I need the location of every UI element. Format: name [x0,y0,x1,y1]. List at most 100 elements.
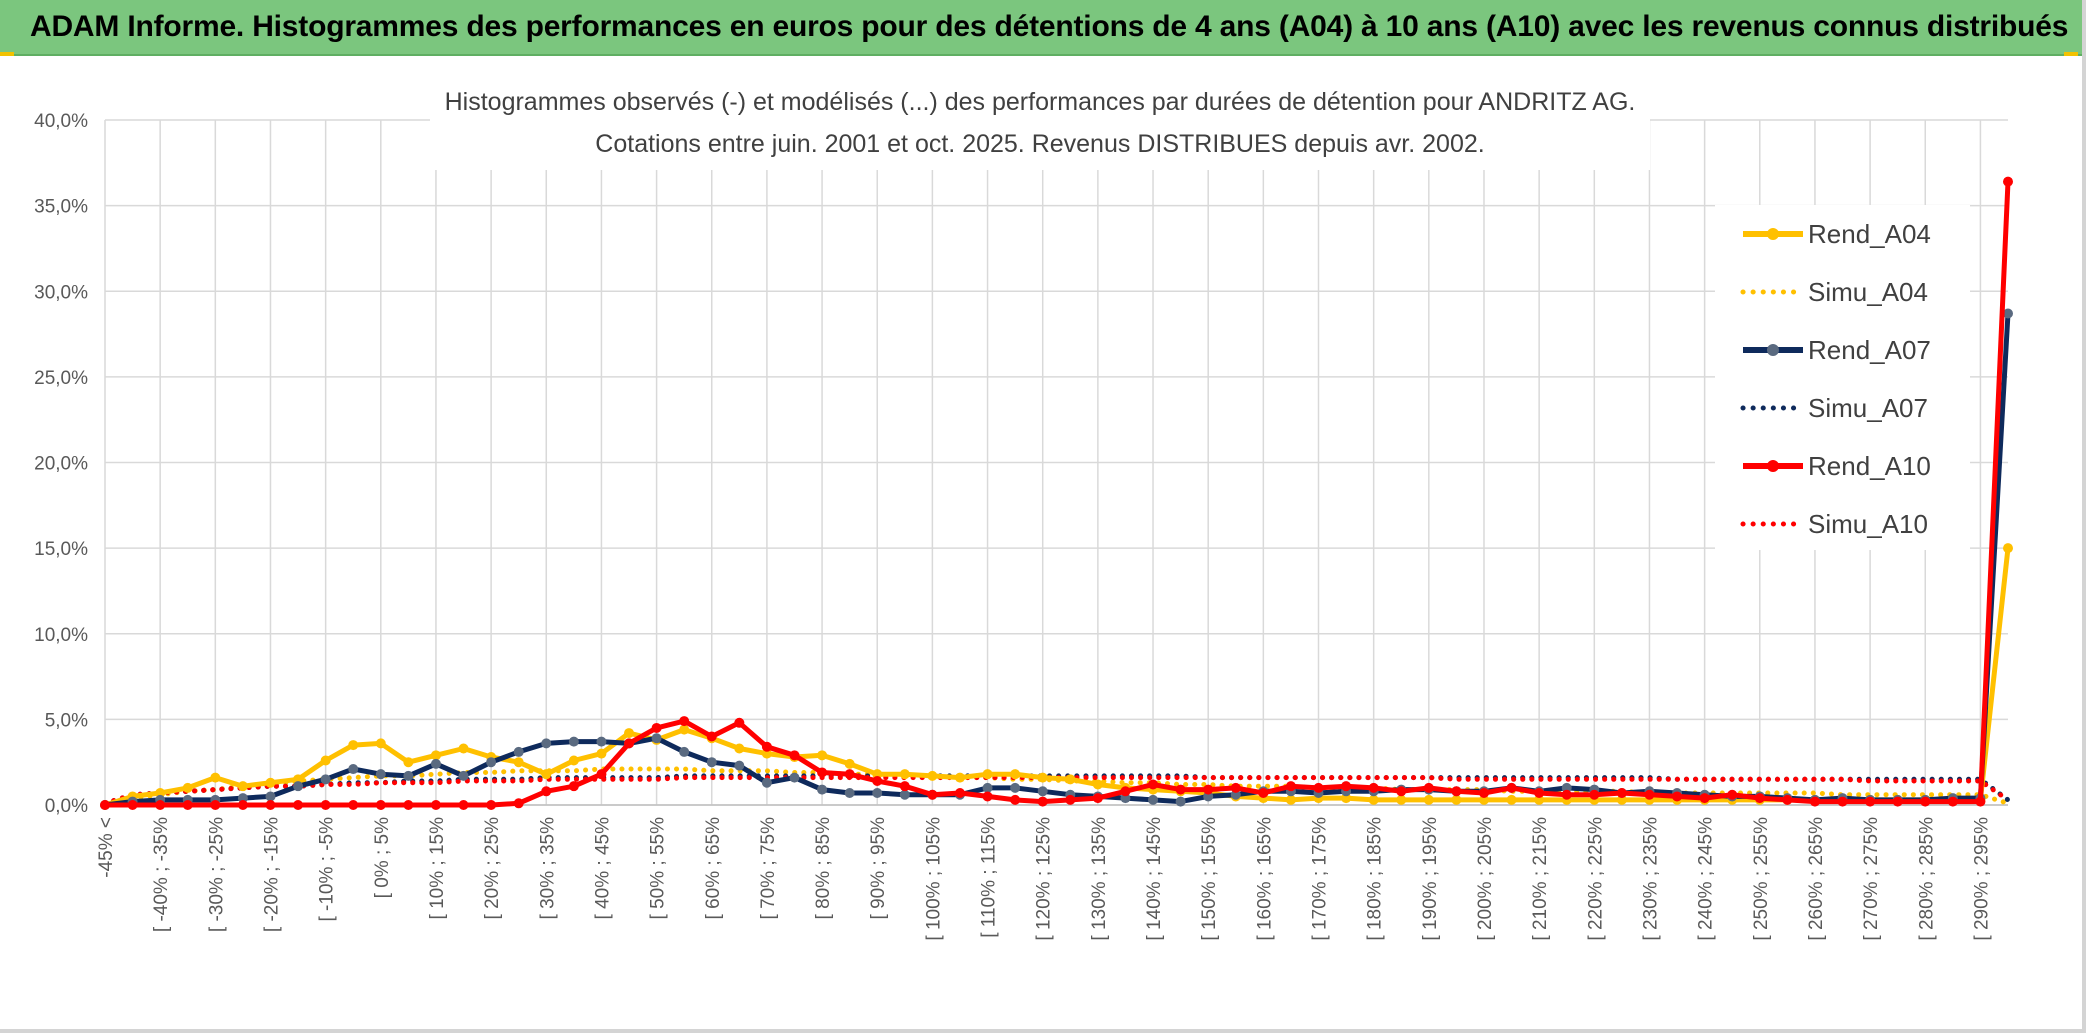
data-point [1230,782,1241,793]
data-point [761,777,772,788]
data-point [1975,796,1986,807]
data-point [982,791,993,802]
data-point [1258,788,1269,799]
chart-title: Histogrammes observés (-) et modélisés (… [445,88,1636,116]
series-line-rend-a07 [104,313,2011,808]
x-tick-label: [ -20% ; -15% [261,817,282,932]
y-tick-label: 35,0% [34,197,88,218]
data-point [927,789,938,800]
data-point [817,750,828,761]
x-axis-ticks: -45% < [ -40% ; -35% [ -30% ; -25% [ -20% ;… [96,817,1992,941]
data-point [1065,794,1076,805]
data-point [1092,793,1103,804]
data-point [1561,789,1572,800]
data-point [210,800,221,810]
data-point [210,772,221,783]
data-point [430,758,441,769]
data-point [486,757,497,768]
data-point [872,769,883,780]
x-tick-label: [ 140% ; 145% [1144,817,1165,941]
data-point [293,781,304,792]
data-point [1534,794,1545,805]
data-point [127,800,138,810]
x-tick-label: [ 120% ; 125% [1034,817,1055,941]
data-point [1920,796,1931,807]
x-tick-label: -45% < [96,817,117,878]
data-point [513,746,524,757]
data-point [899,769,910,780]
data-point [817,784,828,795]
x-tick-label: [ 230% ; 235% [1640,817,1661,941]
data-point [1313,782,1324,793]
data-point [1037,786,1048,797]
data-point [1478,794,1489,805]
data-point [430,800,441,810]
data-point [293,774,304,785]
x-tick-label: [ 280% ; 285% [1916,817,1937,941]
data-point [624,728,635,739]
data-point [679,716,690,727]
data-point [1285,781,1296,792]
data-point [265,800,276,810]
data-point [1010,782,1021,793]
x-tick-label: [ 90% ; 95% [868,817,889,920]
x-tick-label: [ 250% ; 255% [1751,817,1772,941]
data-point [1175,784,1186,795]
data-point [1203,791,1214,802]
data-point [1010,794,1021,805]
data-point [1672,791,1683,802]
data-point [458,800,469,810]
x-tick-label: [ 20% ; 25% [482,817,503,920]
data-point [1341,781,1352,792]
data-point [1451,786,1462,797]
legend-item-simu-a07: Simu_A07 [1740,393,1928,423]
chart-subtitle: Cotations entre juin. 2001 et oct. 2025.… [595,130,1484,158]
data-point [2003,176,2013,187]
x-tick-label: [ 200% ; 205% [1475,817,1496,941]
data-point [1120,793,1131,804]
y-tick-label: 15,0% [34,539,88,560]
data-point [155,800,166,810]
data-point [2003,308,2013,319]
data-point [1451,794,1462,805]
data-point [899,789,910,800]
legend-item-rend-a07: Rend_A07 [1743,335,1931,365]
x-tick-label: [ 210% ; 215% [1530,817,1551,941]
data-point [1423,782,1434,793]
data-point [679,724,690,735]
data-point [182,782,193,793]
data-point [1010,769,1021,780]
data-point [320,774,331,785]
data-point [458,743,469,754]
x-tick-label: [ -40% ; -35% [151,817,172,932]
legend-label: Simu_A04 [1808,277,1928,307]
x-tick-label: [ 70% ; 75% [758,817,779,920]
banner-corner-left [0,52,14,56]
data-point [1561,782,1572,793]
banner: ADAM Informe. Histogrammes des performan… [0,0,2082,56]
legend-background [1715,205,1970,550]
banner-title: ADAM Informe. Histogrammes des performan… [30,10,2069,43]
title-background [430,80,1650,170]
x-tick-label: [ 30% ; 35% [537,817,558,920]
data-point [237,781,248,792]
data-point [706,757,717,768]
data-point [568,755,579,766]
data-point [1396,794,1407,805]
y-tick-label: 5,0% [45,710,88,731]
data-point [1644,789,1655,800]
data-point [844,788,855,799]
data-point [1148,794,1159,805]
legend-item-simu-a10: Simu_A10 [1740,509,1928,539]
data-point [2003,543,2013,554]
x-tick-label: [ 170% ; 175% [1310,817,1331,941]
data-point [403,800,414,810]
data-point [541,738,552,749]
series-layer [100,176,2013,810]
data-point [954,772,965,783]
data-point [817,767,828,778]
data-point [789,750,800,761]
data-point [513,757,524,768]
series-rend-a04 [100,543,2013,810]
data-point [1037,772,1048,783]
